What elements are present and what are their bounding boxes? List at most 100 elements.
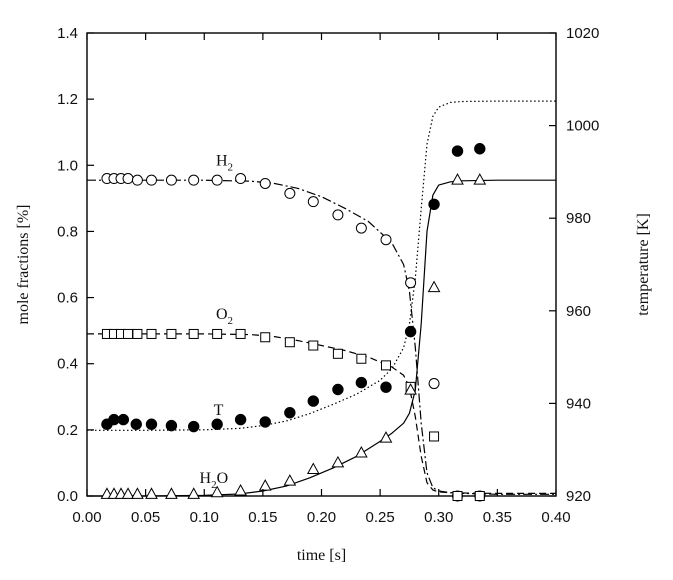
- curve-label: H2: [216, 152, 233, 173]
- y-tick-label: 1.4: [57, 25, 78, 42]
- model-curves: [87, 100, 556, 497]
- curve-label: T: [214, 402, 224, 419]
- open-circle-point: [380, 234, 392, 246]
- open-triangle-point: [131, 487, 144, 499]
- open-circle-point: [211, 174, 223, 186]
- open-circle-point: [259, 177, 271, 189]
- open-circle-point: [307, 196, 319, 208]
- x-tick-label: 0.35: [483, 509, 512, 526]
- open-circle-point: [131, 174, 143, 186]
- x-tick-label: 0.20: [307, 509, 336, 526]
- model-curve-dashed: [87, 333, 556, 494]
- open-square-point: [235, 328, 246, 339]
- open-triangle-point: [258, 479, 272, 491]
- open-triangle-point: [331, 455, 345, 468]
- open-triangle-point: [165, 487, 178, 499]
- x-tick-label: 0.30: [424, 509, 453, 526]
- filled-circle-point: [145, 418, 158, 430]
- open-triangle-point: [234, 484, 247, 496]
- x-tick-label: 0.00: [72, 509, 101, 526]
- filled-circle-point: [404, 325, 417, 338]
- open-square-point: [260, 332, 271, 343]
- open-circle-point: [235, 173, 247, 185]
- filled-circle-point: [234, 413, 247, 426]
- open-circle-point: [284, 187, 296, 199]
- open-square-point: [188, 328, 199, 339]
- open-square-point: [380, 360, 391, 371]
- open-triangle-point: [283, 474, 297, 486]
- y-tick-label: 0.4: [57, 356, 78, 373]
- open-triangle-point: [121, 487, 135, 499]
- open-triangle-point: [427, 280, 441, 293]
- open-triangle-point: [451, 173, 464, 185]
- open-square-point: [284, 337, 295, 348]
- open-circle-point: [188, 174, 200, 186]
- y-tick-label: 0.0: [57, 488, 78, 505]
- y2-tick-label: 1000: [566, 118, 599, 135]
- open-triangle-point: [473, 173, 487, 185]
- y2-tick-label: 980: [566, 210, 591, 227]
- open-square-point: [132, 328, 143, 339]
- y-tick-label: 0.6: [57, 290, 78, 307]
- open-triangle-point: [379, 431, 393, 443]
- filled-circle-point: [355, 376, 368, 389]
- open-circle-point: [122, 173, 134, 185]
- y2-tick-label: 1020: [566, 25, 599, 42]
- data-markers: [100, 143, 487, 502]
- filled-circle-point: [187, 420, 200, 433]
- x-tick-label: 0.25: [366, 509, 395, 526]
- curve-labels: H2 O2 T H2O: [200, 152, 233, 490]
- open-triangle-point: [187, 487, 201, 499]
- filled-circle-point: [380, 381, 392, 393]
- y-tick-label: 0.8: [57, 223, 78, 240]
- filled-circle-point: [165, 419, 178, 432]
- open-square-point: [332, 348, 343, 359]
- y2-tick-label: 960: [566, 303, 591, 320]
- model-curve-dotted: [87, 100, 556, 431]
- filled-circle-point: [108, 413, 120, 426]
- open-square-point: [166, 328, 177, 339]
- open-square-point: [452, 491, 463, 501]
- x-tick-label: 0.15: [248, 509, 277, 526]
- y2-tick-label: 920: [566, 488, 591, 505]
- open-circle-point: [332, 209, 344, 221]
- filled-circle-point: [332, 383, 344, 396]
- open-circle-point: [355, 222, 367, 234]
- plot-frame: [86, 32, 557, 497]
- y-axis-title: mole fractions [%]: [15, 205, 32, 325]
- open-triangle-point: [145, 487, 158, 499]
- open-square-point: [356, 353, 367, 364]
- y2-tick-label: 940: [566, 395, 591, 412]
- filled-circle-point: [117, 413, 130, 426]
- model-curve-solid: [87, 179, 556, 497]
- filled-circle-point: [451, 145, 464, 157]
- open-triangle-point: [210, 485, 224, 498]
- curve-label: O2: [216, 306, 233, 327]
- model-curve-dash-dot: [87, 179, 556, 495]
- open-square-point: [212, 328, 223, 339]
- x-tick-label: 0.10: [190, 509, 219, 526]
- open-square-point: [123, 328, 134, 339]
- filled-circle-point: [474, 143, 486, 155]
- open-square-point: [308, 340, 319, 351]
- y-tick-label: 1.0: [57, 157, 78, 174]
- open-square-point: [429, 431, 440, 442]
- filled-circle-point: [211, 418, 223, 430]
- open-circle-point: [428, 378, 440, 390]
- filled-circle-point: [284, 406, 296, 419]
- open-square-point: [474, 491, 485, 501]
- filled-circle-point: [259, 416, 271, 428]
- open-circle-point: [145, 174, 157, 186]
- y-tick-label: 1.2: [57, 91, 78, 108]
- curve-label: H2O: [200, 470, 229, 491]
- x-axis-title: time [s]: [297, 547, 346, 564]
- x-tick-label: 0.40: [541, 509, 570, 526]
- y-tick-label: 0.2: [57, 422, 78, 439]
- open-circle-point: [165, 174, 177, 186]
- open-circle-point: [405, 277, 417, 289]
- open-square-point: [146, 328, 157, 339]
- filled-circle-point: [307, 395, 319, 407]
- filled-circle-point: [130, 418, 142, 430]
- open-triangle-point: [404, 383, 417, 395]
